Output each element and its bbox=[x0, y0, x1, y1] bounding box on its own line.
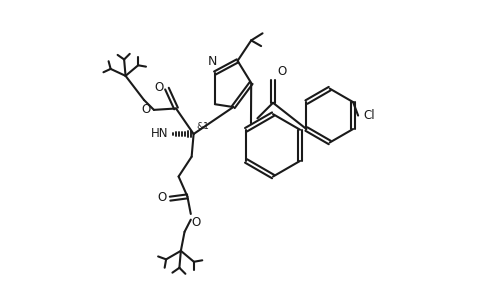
Text: O: O bbox=[192, 216, 201, 229]
Text: Cl: Cl bbox=[364, 109, 375, 122]
Text: O: O bbox=[157, 191, 167, 204]
Text: HN: HN bbox=[151, 127, 168, 141]
Text: N: N bbox=[208, 55, 217, 68]
Text: O: O bbox=[154, 81, 163, 94]
Text: O: O bbox=[277, 65, 286, 78]
Text: O: O bbox=[142, 103, 151, 115]
Text: &1: &1 bbox=[196, 122, 209, 131]
